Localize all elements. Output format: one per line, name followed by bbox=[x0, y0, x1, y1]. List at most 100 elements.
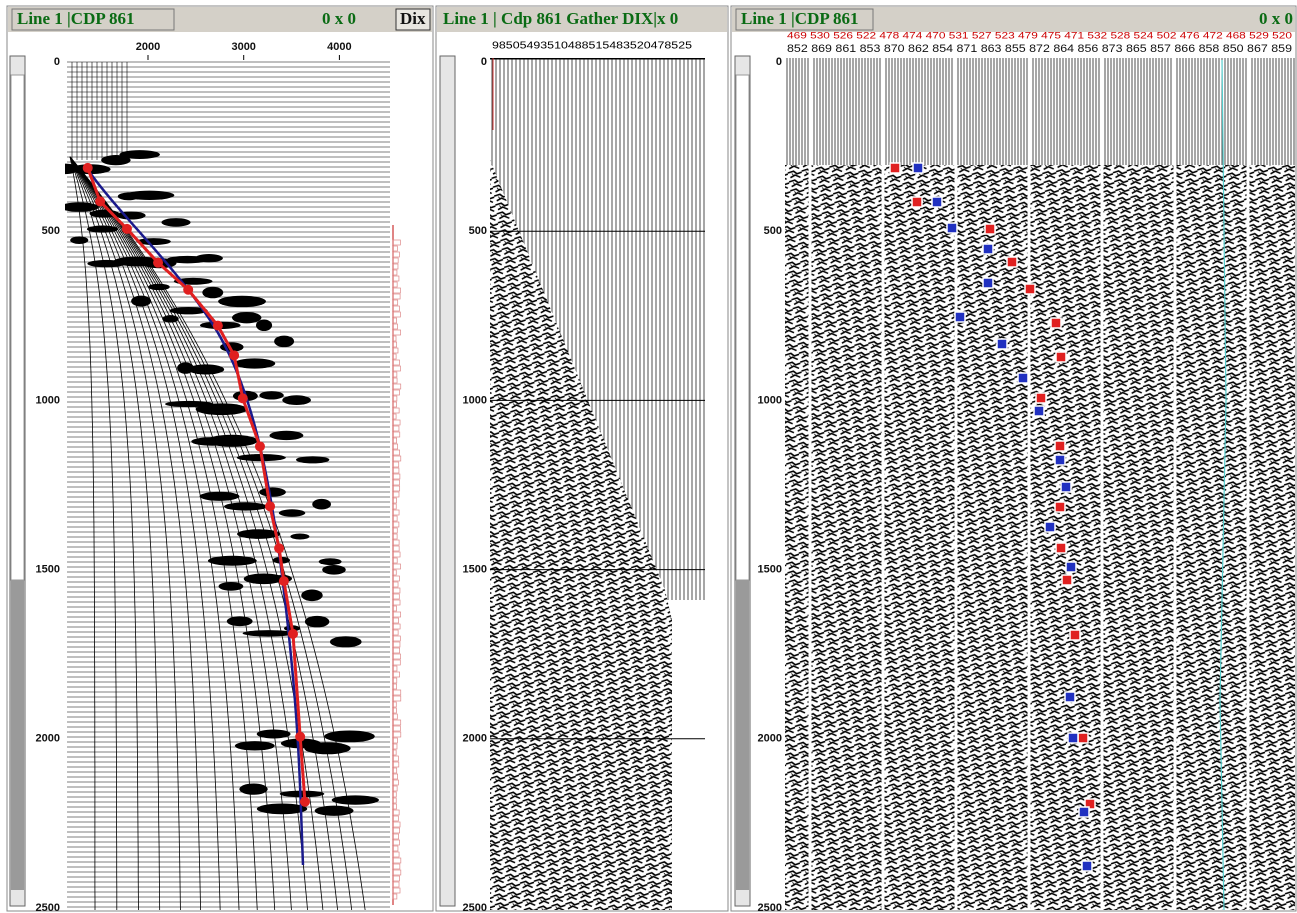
y-tick-label: 500 bbox=[469, 225, 487, 237]
semblance-blob bbox=[280, 791, 325, 798]
trace-header-top: 469 530 526 522 478 474 470 531 527 523 … bbox=[787, 30, 1292, 40]
velocity-pick bbox=[274, 543, 284, 553]
y-tick-label: 2000 bbox=[36, 733, 60, 745]
red-pick bbox=[1056, 352, 1066, 362]
semblance-blob bbox=[257, 729, 291, 738]
semblance-blob bbox=[202, 287, 223, 299]
dix-button-label[interactable]: Dix bbox=[400, 9, 426, 28]
semblance-blob bbox=[116, 211, 145, 219]
semblance-blob bbox=[131, 296, 151, 307]
semblance-blob bbox=[161, 218, 190, 227]
scroll-track bbox=[736, 580, 749, 890]
red-pick bbox=[890, 163, 900, 173]
red-pick bbox=[1062, 575, 1072, 585]
blue-pick bbox=[983, 278, 993, 288]
velocity-pick bbox=[95, 196, 105, 206]
semblance-blob bbox=[60, 202, 99, 211]
red-pick bbox=[985, 224, 995, 234]
y-tick-label: 1000 bbox=[463, 394, 487, 406]
semblance-blob bbox=[305, 616, 329, 628]
y-tick-label: 1000 bbox=[36, 394, 60, 406]
velocity-pick bbox=[183, 285, 193, 295]
blue-pick bbox=[983, 244, 993, 254]
velocity-pick bbox=[229, 350, 239, 360]
velocity-pick bbox=[153, 258, 163, 268]
semblance-blob bbox=[290, 533, 309, 539]
y-tick-label: 2000 bbox=[463, 733, 487, 745]
velocity-pick bbox=[265, 501, 275, 511]
semblance-blob bbox=[269, 431, 303, 440]
y-tick-label: 500 bbox=[42, 225, 60, 237]
blue-pick bbox=[913, 163, 923, 173]
red-pick bbox=[1036, 393, 1046, 403]
semblance-blob bbox=[188, 364, 224, 374]
semblance-blob bbox=[148, 284, 170, 290]
blue-pick bbox=[1055, 455, 1065, 465]
panel-gather: Line 1 | Cdp 861 Gather DIX|x 0 bbox=[436, 6, 728, 911]
y-tick-label: 0 bbox=[481, 56, 487, 68]
zoom-label: 0 x 0 bbox=[1259, 9, 1293, 28]
red-pick bbox=[912, 197, 922, 207]
semblance-blob bbox=[332, 795, 379, 804]
y-tick-label: 1500 bbox=[758, 564, 782, 576]
red-pick bbox=[1025, 284, 1035, 294]
scroll-thumb[interactable] bbox=[736, 75, 749, 580]
red-pick bbox=[1078, 733, 1088, 743]
y-tick-label: 1500 bbox=[463, 564, 487, 576]
red-pick bbox=[1056, 543, 1066, 553]
blue-pick bbox=[947, 223, 957, 233]
panel-title: Line 1 |CDP 861 bbox=[741, 9, 859, 28]
blue-pick bbox=[1082, 861, 1092, 871]
semblance-blob bbox=[224, 502, 267, 510]
semblance-blob bbox=[282, 395, 311, 405]
semblance-blob bbox=[324, 730, 374, 742]
velocity-pick bbox=[83, 163, 93, 173]
blue-pick bbox=[1079, 807, 1089, 817]
trace-header: 852 869 861 853 870 862 854 871 863 855 … bbox=[787, 43, 1292, 55]
blue-pick bbox=[997, 339, 1007, 349]
cdp-data bbox=[785, 165, 1295, 910]
red-pick bbox=[1007, 257, 1017, 267]
x-tick-label: 4000 bbox=[327, 41, 351, 53]
panel-cdp: Line 1 |CDP 861 0 x 0 469 530 526 522 47… bbox=[731, 6, 1296, 911]
semblance-blob bbox=[70, 236, 88, 244]
semblance-blob bbox=[259, 487, 286, 496]
semblance-blob bbox=[274, 336, 294, 348]
semblance-blob bbox=[232, 312, 261, 323]
y-tick-label: 0 bbox=[776, 56, 782, 68]
semblance-blob bbox=[235, 741, 275, 750]
velocity-pick bbox=[300, 797, 310, 807]
y-tick-label: 1500 bbox=[36, 564, 60, 576]
semblance-blob bbox=[243, 630, 295, 636]
semblance-blob bbox=[239, 783, 267, 794]
blue-pick bbox=[1061, 482, 1071, 492]
cdp-plot bbox=[785, 58, 1295, 910]
semblance-blob bbox=[259, 391, 283, 399]
trace-header: 98505493510488515483520478525 bbox=[492, 41, 693, 52]
semblance-blob bbox=[195, 254, 223, 262]
blue-pick bbox=[1065, 692, 1075, 702]
screen: Line 1 |CDP 861 0 x 0 Dix Line 1 | Cdp 8… bbox=[0, 0, 1297, 913]
blue-pick bbox=[932, 197, 942, 207]
y-tick-label: 1000 bbox=[758, 394, 782, 406]
y-tick-label: 500 bbox=[764, 225, 782, 237]
semblance-blob bbox=[125, 191, 175, 200]
velocity-pick bbox=[288, 629, 298, 639]
zoom-label: 0 x 0 bbox=[322, 9, 356, 28]
blue-pick bbox=[1018, 373, 1028, 383]
semblance-blob bbox=[234, 358, 275, 368]
scrollbar[interactable] bbox=[440, 56, 455, 906]
semblance-blob bbox=[119, 150, 160, 159]
scroll-thumb[interactable] bbox=[11, 75, 24, 580]
semblance-blob bbox=[206, 435, 257, 447]
semblance-blob bbox=[279, 509, 305, 516]
blue-pick bbox=[955, 312, 965, 322]
velocity-pick bbox=[122, 224, 132, 234]
semblance-blob bbox=[301, 590, 322, 602]
semblance-blob bbox=[304, 742, 350, 754]
semblance-blob bbox=[218, 296, 266, 307]
y-tick-label: 2500 bbox=[758, 902, 782, 913]
semblance-blob bbox=[162, 315, 178, 322]
blue-pick bbox=[1034, 406, 1044, 416]
semblance-blob bbox=[312, 499, 331, 510]
